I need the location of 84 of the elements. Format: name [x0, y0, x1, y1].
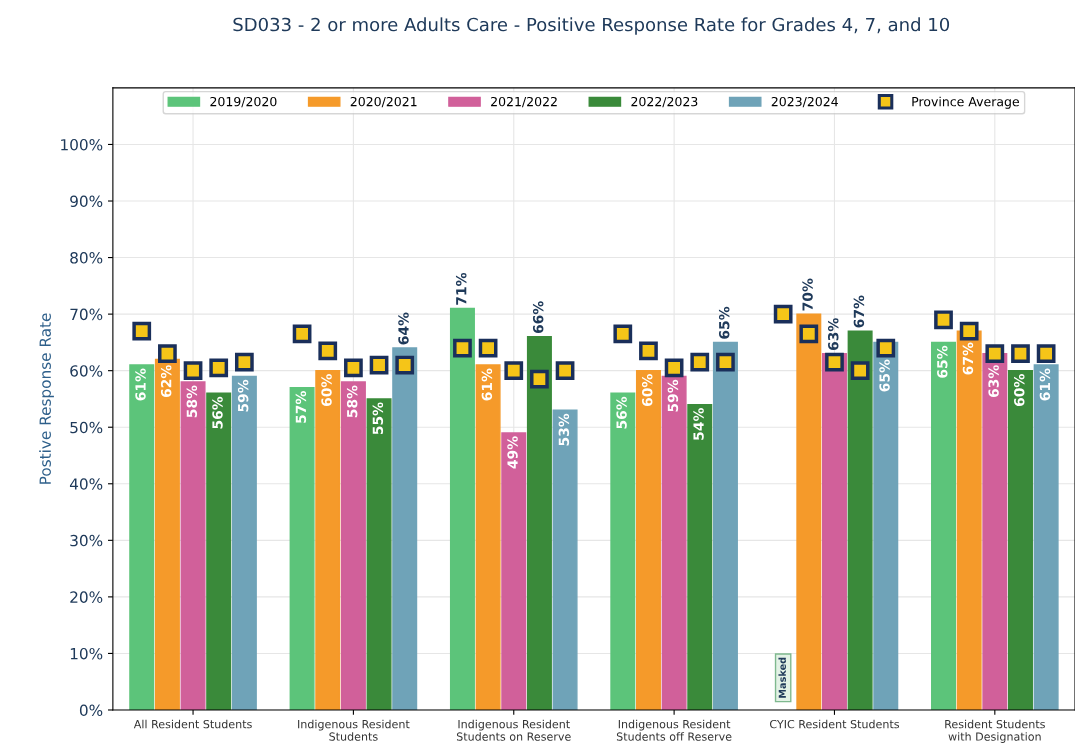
- bar: [687, 403, 713, 710]
- data-label: 54%: [693, 408, 704, 440]
- data-label: 56%: [616, 396, 627, 429]
- bar: [475, 364, 501, 710]
- data-label: 60%: [641, 374, 653, 407]
- y-tick-label: 70%: [70, 308, 103, 321]
- data-label: 67%: [853, 295, 865, 328]
- bar: [526, 336, 552, 710]
- data-label: 65%: [718, 306, 730, 339]
- data-label: 55%: [372, 402, 384, 435]
- bar: [366, 398, 392, 710]
- bar: [449, 307, 475, 710]
- bar: [154, 358, 180, 710]
- x-tick-label: Indigenous Resident Students off Reserve: [616, 719, 732, 741]
- bar: [129, 364, 155, 710]
- bar: [289, 386, 315, 710]
- bar: [873, 341, 899, 710]
- bar: [340, 381, 366, 710]
- data-label: 61%: [1039, 368, 1051, 401]
- data-label: 61%: [135, 368, 146, 401]
- text: Masked: [778, 657, 786, 698]
- data-label: 60%: [321, 374, 332, 407]
- bar: [1007, 369, 1033, 710]
- data-label: 62%: [160, 365, 172, 398]
- bar: [847, 330, 873, 710]
- y-tick-label: 90%: [70, 195, 103, 208]
- data-label: 56%: [212, 396, 223, 429]
- bar: [796, 313, 822, 710]
- legend-label: 2021/2022: [491, 96, 557, 108]
- data-label: 63%: [988, 365, 999, 398]
- data-label: 59%: [237, 379, 249, 412]
- bar: [661, 375, 687, 710]
- y-axis-title: Postive Response Rate: [39, 313, 54, 484]
- y-tick-label: 60%: [70, 365, 103, 377]
- bar: [180, 381, 206, 710]
- y-tick-label: 100%: [61, 138, 103, 151]
- x-tick-label: Indigenous Resident Students: [298, 719, 410, 741]
- y-tick-label: 0%: [79, 704, 103, 717]
- legend-label: Province Average: [912, 96, 1019, 109]
- legend-label: 2022/2023: [631, 96, 698, 108]
- x-tick-label: Resident Students with Designation: [945, 719, 1045, 743]
- bar: [392, 347, 418, 710]
- data-label: 65%: [879, 359, 890, 392]
- bar: [635, 369, 661, 710]
- data-label: 53%: [558, 413, 570, 446]
- legend-label: 2020/2021: [350, 96, 417, 108]
- y-tick-label: 20%: [70, 591, 103, 603]
- bar: [231, 375, 257, 710]
- y-tick-label: 10%: [70, 647, 103, 660]
- bar: [501, 432, 527, 710]
- y-tick-label: 50%: [70, 421, 103, 434]
- x-tick-label: Indigenous Resident Students on Reserve: [456, 719, 571, 741]
- data-label: 61%: [481, 368, 493, 401]
- x-tick-label: CYIC Resident Students: [769, 719, 900, 729]
- bar: [712, 341, 738, 710]
- y-tick-label: 80%: [70, 252, 103, 264]
- data-label: 64%: [398, 312, 409, 345]
- data-label: 59%: [667, 379, 679, 412]
- data-label: 49%: [507, 436, 518, 469]
- data-label: 71%: [455, 272, 467, 305]
- data-label: 60%: [1014, 374, 1025, 407]
- bar: [552, 409, 578, 710]
- bar: [956, 330, 982, 710]
- bar: [982, 353, 1008, 710]
- bar: [610, 392, 636, 710]
- data-label: 58%: [186, 385, 198, 418]
- data-label: 58%: [346, 385, 358, 418]
- y-tick-label: 40%: [69, 478, 103, 490]
- bar: [931, 341, 957, 710]
- data-label: 66%: [532, 301, 544, 334]
- data-label: 67%: [962, 342, 974, 375]
- y-tick-label: 30%: [70, 534, 103, 547]
- data-label: 65%: [937, 345, 948, 378]
- bar: [1033, 364, 1059, 710]
- bar: [821, 353, 847, 710]
- bar: [315, 369, 341, 710]
- data-label: 57%: [295, 391, 307, 423]
- chart-title: SD033 - 2 or more Adults Care - Positive Response Rate for Grades 4, 7, and 10: [233, 17, 950, 35]
- legend-label: 2023/2024: [771, 96, 838, 108]
- x-tick-label: All Resident Students: [133, 719, 252, 729]
- data-label: 63%: [827, 318, 839, 351]
- data-label: 70%: [802, 278, 813, 311]
- bar: [206, 392, 232, 710]
- legend-label: 2019/2020: [210, 96, 277, 108]
